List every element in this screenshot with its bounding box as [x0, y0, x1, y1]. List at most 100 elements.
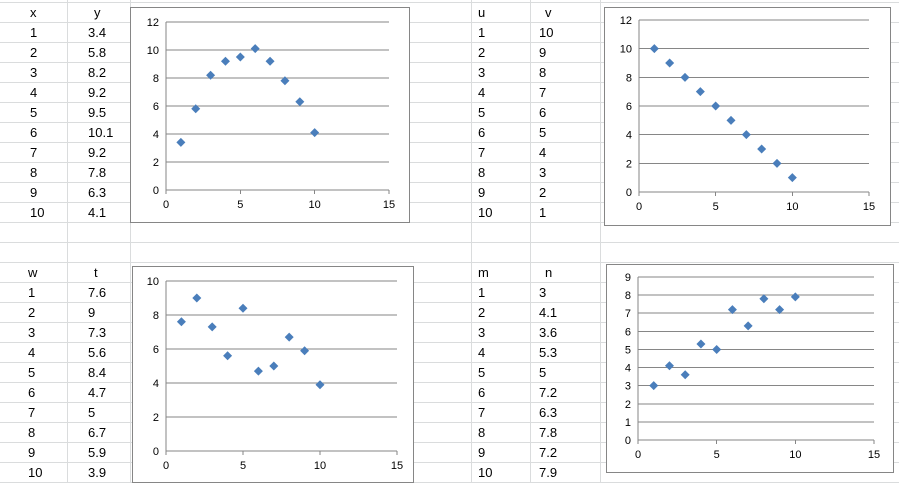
table-cell[interactable]: 6 [28, 385, 36, 400]
data-point[interactable] [757, 144, 767, 154]
table-cell[interactable]: 2 [478, 305, 486, 320]
column-header-cell[interactable]: x [30, 5, 37, 20]
table-cell[interactable]: 2 [30, 45, 38, 60]
table-cell[interactable]: 4.7 [88, 385, 107, 400]
table-cell[interactable]: 1 [30, 25, 38, 40]
table-cell[interactable]: 6.7 [88, 425, 107, 440]
data-point[interactable] [235, 52, 245, 62]
table-cell[interactable]: 7 [30, 145, 38, 160]
data-point[interactable] [220, 56, 230, 66]
table-cell[interactable]: 8 [539, 65, 547, 80]
data-point[interactable] [649, 44, 659, 54]
table-cell[interactable]: 8 [478, 425, 486, 440]
table-cell[interactable]: 2 [478, 45, 486, 60]
table-cell[interactable]: 9 [30, 185, 38, 200]
table-cell[interactable]: 3 [539, 285, 547, 300]
data-point[interactable] [265, 56, 275, 66]
column-header-cell[interactable]: t [94, 265, 98, 280]
table-cell[interactable]: 8 [28, 425, 36, 440]
table-cell[interactable]: 7.3 [88, 325, 107, 340]
table-cell[interactable]: 9 [478, 445, 486, 460]
table-cell[interactable]: 6.3 [88, 185, 107, 200]
table-cell[interactable]: 2 [539, 185, 547, 200]
table-cell[interactable]: 4.1 [88, 205, 107, 220]
table-cell[interactable]: 7 [478, 405, 486, 420]
scatter-chart[interactable]: 0 1 2 3 4 5 6 7 8 9 0 5 10 15 [606, 264, 894, 473]
table-cell[interactable]: 8.2 [88, 65, 107, 80]
column-header-cell[interactable]: u [478, 5, 486, 20]
table-cell[interactable]: 5 [539, 125, 547, 140]
table-cell[interactable]: 8 [478, 165, 486, 180]
table-cell[interactable]: 3 [478, 325, 486, 340]
table-cell[interactable]: 4 [478, 85, 486, 100]
data-point[interactable] [176, 137, 186, 147]
table-cell[interactable]: 3.9 [88, 465, 107, 480]
table-cell[interactable]: 5.8 [88, 45, 107, 60]
table-cell[interactable]: 5.3 [539, 345, 558, 360]
table-cell[interactable]: 10 [28, 465, 43, 480]
table-cell[interactable]: 9 [28, 445, 36, 460]
table-cell[interactable]: 10 [478, 465, 493, 480]
data-point[interactable] [300, 346, 310, 356]
data-point[interactable] [775, 305, 785, 315]
data-point[interactable] [295, 97, 305, 107]
table-cell[interactable]: 9.2 [88, 85, 107, 100]
data-point[interactable] [223, 351, 233, 361]
table-cell[interactable]: 5 [88, 405, 96, 420]
data-point[interactable] [280, 76, 290, 86]
table-cell[interactable]: 9 [88, 305, 96, 320]
data-point[interactable] [741, 130, 751, 140]
data-point[interactable] [665, 58, 675, 68]
table-cell[interactable]: 6 [539, 105, 547, 120]
data-point[interactable] [253, 366, 263, 376]
table-cell[interactable]: 3 [30, 65, 38, 80]
data-point[interactable] [284, 332, 294, 342]
column-header-cell[interactable]: y [94, 5, 101, 20]
data-point[interactable] [680, 370, 690, 380]
table-cell[interactable]: 3 [539, 165, 547, 180]
scatter-chart[interactable]: 0 2 4 6 8 10 12 0 5 10 15 [604, 7, 891, 226]
table-cell[interactable]: 4.1 [539, 305, 558, 320]
table-cell[interactable]: 3 [28, 325, 36, 340]
table-cell[interactable]: 6 [478, 385, 486, 400]
column-header-cell[interactable]: n [545, 265, 553, 280]
table-cell[interactable]: 8 [30, 165, 38, 180]
table-cell[interactable]: 3.4 [88, 25, 107, 40]
data-point[interactable] [649, 381, 659, 391]
data-point[interactable] [269, 361, 279, 371]
data-point[interactable] [250, 44, 260, 54]
data-point[interactable] [238, 303, 248, 313]
table-cell[interactable]: 9 [478, 185, 486, 200]
table-cell[interactable]: 7 [478, 145, 486, 160]
table-cell[interactable]: 5.6 [88, 345, 107, 360]
table-cell[interactable]: 6.3 [539, 405, 558, 420]
data-point[interactable] [191, 104, 201, 114]
table-cell[interactable]: 10.1 [88, 125, 114, 140]
table-cell[interactable]: 7.8 [539, 425, 558, 440]
data-point[interactable] [743, 321, 753, 331]
table-cell[interactable]: 8.4 [88, 365, 107, 380]
table-cell[interactable]: 9.2 [88, 145, 107, 160]
data-point[interactable] [680, 72, 690, 82]
table-cell[interactable]: 1 [28, 285, 36, 300]
scatter-chart[interactable]: 0 2 4 6 8 10 12 0 5 10 15 [130, 7, 410, 223]
data-point[interactable] [726, 115, 736, 125]
column-header-cell[interactable]: w [28, 265, 38, 280]
table-cell[interactable]: 9 [539, 45, 547, 60]
table-cell[interactable]: 9.5 [88, 105, 107, 120]
table-cell[interactable]: 10 [539, 25, 554, 40]
data-point[interactable] [206, 70, 216, 80]
table-cell[interactable]: 1 [478, 285, 486, 300]
table-cell[interactable]: 7 [28, 405, 36, 420]
data-point[interactable] [176, 317, 186, 327]
column-header-cell[interactable]: v [545, 5, 552, 20]
table-cell[interactable]: 6 [30, 125, 38, 140]
table-cell[interactable]: 5 [478, 105, 486, 120]
table-cell[interactable]: 5 [28, 365, 36, 380]
table-cell[interactable]: 7.6 [88, 285, 107, 300]
table-cell[interactable]: 3 [478, 65, 486, 80]
table-cell[interactable]: 10 [478, 205, 493, 220]
column-header-cell[interactable]: m [478, 265, 489, 280]
data-point[interactable] [696, 339, 706, 349]
